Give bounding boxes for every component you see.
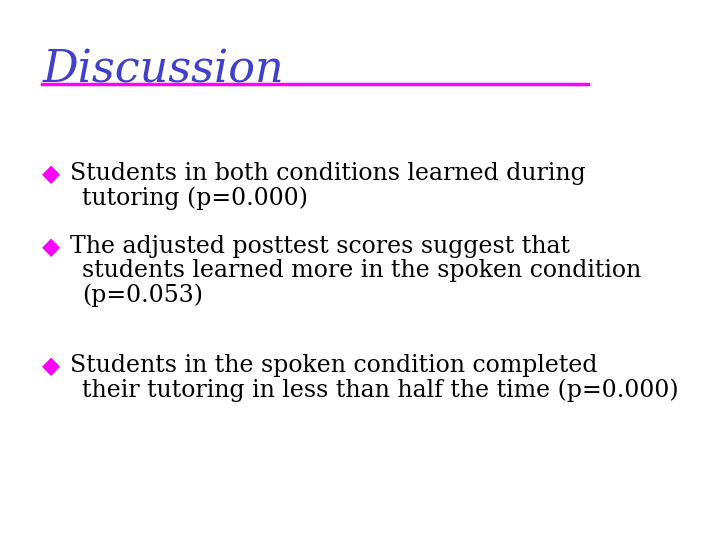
Text: tutoring (p=0.000): tutoring (p=0.000) bbox=[82, 186, 308, 210]
Text: ◆: ◆ bbox=[42, 235, 60, 259]
Text: Discussion: Discussion bbox=[42, 49, 284, 92]
Text: their tutoring in less than half the time (p=0.000): their tutoring in less than half the tim… bbox=[82, 378, 678, 402]
Text: ◆: ◆ bbox=[42, 162, 60, 186]
Text: students learned more in the spoken condition: students learned more in the spoken cond… bbox=[82, 259, 641, 282]
Text: The adjusted posttest scores suggest that: The adjusted posttest scores suggest tha… bbox=[70, 235, 570, 258]
Text: ◆: ◆ bbox=[42, 354, 60, 377]
Text: Students in both conditions learned during: Students in both conditions learned duri… bbox=[70, 162, 585, 185]
Text: Students in the spoken condition completed: Students in the spoken condition complet… bbox=[70, 354, 597, 377]
Text: (p=0.053): (p=0.053) bbox=[82, 284, 203, 307]
